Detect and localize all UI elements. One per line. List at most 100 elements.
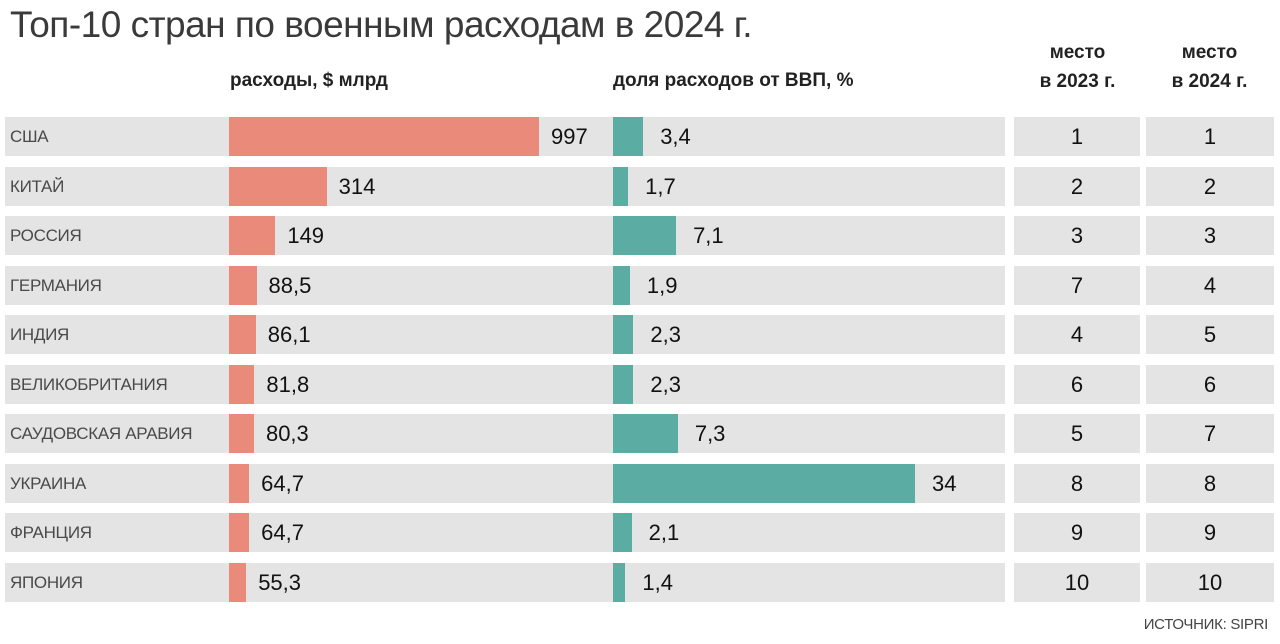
spending-value-label: 64,7 <box>261 520 304 545</box>
rank-2024-value: 7 <box>1203 421 1217 446</box>
rank-2023-value: 5 <box>1070 421 1084 446</box>
rank-2023-cell <box>1014 216 1140 255</box>
spending-bar <box>229 414 254 453</box>
rank-2024-value: 6 <box>1203 372 1217 397</box>
country-label: САУДОВСКАЯ АРАВИЯ <box>10 424 193 443</box>
rank-2023-value: 1 <box>1070 124 1084 149</box>
spending-value-label: 314 <box>338 174 376 199</box>
rank-2023-column-header: место в 2023 г. <box>1015 38 1140 96</box>
row-background <box>5 513 1005 552</box>
rank-2023-value: 8 <box>1070 471 1084 496</box>
gdp-share-bar <box>613 464 915 503</box>
rank-2023-header-line1: место <box>1049 42 1106 63</box>
rank-2024-cell <box>1146 167 1274 206</box>
chart-row: РОССИЯ 149 7,1 3 3 <box>0 216 1280 255</box>
rank-2023-cell <box>1014 315 1140 354</box>
rank-2024-value: 1 <box>1203 124 1217 149</box>
rank-2024-value: 9 <box>1203 520 1217 545</box>
country-label: ГЕРМАНИЯ <box>10 276 102 295</box>
gdp-share-bar <box>613 315 634 354</box>
rank-2023-cell <box>1014 513 1140 552</box>
rank-2023-cell <box>1014 414 1140 453</box>
chart-row: ИНДИЯ 86,1 2,3 4 5 <box>0 315 1280 354</box>
rank-2024-value: 3 <box>1203 223 1217 248</box>
country-label: УКРАИНА <box>10 474 86 493</box>
rank-2023-value: 10 <box>1064 570 1090 595</box>
rank-2024-cell <box>1146 563 1274 602</box>
spending-bar <box>229 563 247 602</box>
rank-2024-value: 10 <box>1197 570 1223 595</box>
rank-2023-value: 4 <box>1070 322 1084 347</box>
country-label: РОССИЯ <box>10 226 82 245</box>
spending-value-label: 149 <box>287 223 325 248</box>
gdp-share-bar <box>613 513 632 552</box>
rank-2023-cell <box>1014 117 1140 156</box>
gdp-share-value-label: 2,3 <box>650 322 682 347</box>
gdp-share-value-label: 7,3 <box>694 421 726 446</box>
spending-bar <box>229 216 276 255</box>
gdp-share-bar <box>613 365 634 404</box>
gdp-share-value-label: 7,1 <box>693 223 724 248</box>
rank-2024-value: 4 <box>1203 273 1217 298</box>
gdp-share-column-header: доля расходов от ВВП, % <box>613 70 854 91</box>
row-background <box>5 414 1005 453</box>
rank-2024-cell <box>1146 513 1274 552</box>
spending-value-label: 55,3 <box>258 570 302 595</box>
gdp-share-value-label: 1,7 <box>645 174 676 199</box>
row-background <box>5 266 1005 305</box>
rank-2023-cell <box>1014 365 1140 404</box>
rank-2023-value: 3 <box>1070 223 1084 248</box>
rank-2024-value: 8 <box>1203 471 1217 496</box>
gdp-share-bar <box>613 266 630 305</box>
country-label: ВЕЛИКОБРИТАНИЯ <box>10 375 168 394</box>
rank-2023-header-line2: в 2023 г. <box>1039 71 1116 92</box>
spending-bar <box>229 266 257 305</box>
spending-value-label: 86,1 <box>267 322 311 347</box>
rank-2023-cell <box>1014 464 1140 503</box>
country-label: ИНДИЯ <box>10 325 70 344</box>
row-background <box>5 315 1005 354</box>
rank-2024-cell <box>1146 414 1274 453</box>
rank-2024-header-line1: место <box>1181 42 1238 63</box>
spending-bar <box>229 365 255 404</box>
source-note: ИСТОЧНИК: SIPRI <box>1143 616 1269 633</box>
gdp-share-value-label: 2,3 <box>650 372 682 397</box>
row-background <box>5 365 1005 404</box>
rank-2023-value: 6 <box>1070 372 1084 397</box>
chart-row: САУДОВСКАЯ АРАВИЯ 80,3 7,3 5 7 <box>0 414 1280 453</box>
gdp-share-value-label: 3,4 <box>660 124 691 149</box>
gdp-share-value-label: 1,9 <box>646 273 678 298</box>
gdp-share-bar <box>613 216 677 255</box>
chart-row: ЯПОНИЯ 55,3 1,4 10 10 <box>0 563 1280 602</box>
spending-bar <box>229 513 250 552</box>
rank-2023-cell <box>1014 563 1140 602</box>
chart-row: КИТАЙ 314 1,7 2 2 <box>0 167 1280 206</box>
gdp-share-value-label: 2,1 <box>648 520 680 545</box>
rank-2024-value: 2 <box>1203 174 1217 199</box>
gdp-share-bar <box>613 167 629 206</box>
row-background <box>5 563 1005 602</box>
gdp-share-bar <box>613 117 644 156</box>
rank-2024-cell <box>1146 315 1274 354</box>
chart-row: УКРАИНА 64,7 34 8 8 <box>0 464 1280 503</box>
chart-row: ГЕРМАНИЯ 88,5 1,9 7 4 <box>0 266 1280 305</box>
country-label: ФРАНЦИЯ <box>10 523 92 542</box>
spending-value-label: 64,7 <box>261 471 304 496</box>
rank-2023-value: 9 <box>1070 520 1084 545</box>
spending-bar <box>229 315 256 354</box>
country-label: ЯПОНИЯ <box>10 573 83 592</box>
rank-2024-cell <box>1146 464 1274 503</box>
spending-column-header: расходы, $ млрд <box>230 70 388 91</box>
rank-2023-value: 2 <box>1070 174 1084 199</box>
rank-2024-header-line2: в 2024 г. <box>1171 71 1248 92</box>
country-label: США <box>10 127 49 146</box>
chart-row: США 997 3,4 1 1 <box>0 117 1280 156</box>
rank-2023-value: 7 <box>1070 273 1084 298</box>
spending-bar <box>229 117 539 156</box>
rank-2024-cell <box>1146 266 1274 305</box>
chart-title: Топ-10 стран по военным расходам в 2024 … <box>10 4 753 45</box>
row-background <box>5 216 1005 255</box>
gdp-share-value-label: 34 <box>932 471 957 496</box>
spending-value-label: 80,3 <box>265 421 309 446</box>
rank-2024-cell <box>1146 365 1274 404</box>
